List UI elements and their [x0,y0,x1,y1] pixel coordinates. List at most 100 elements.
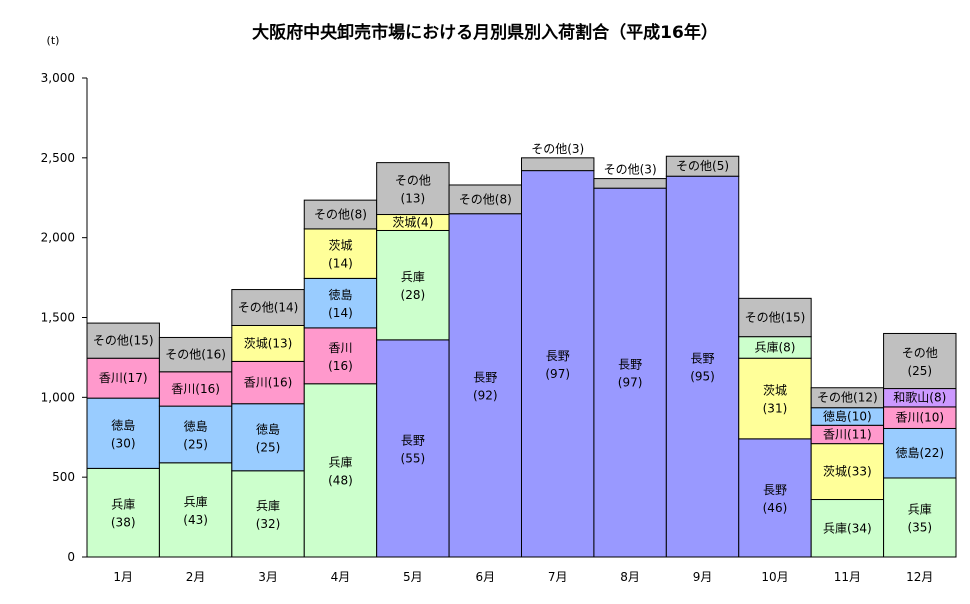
bar-segment [376,339,450,558]
segment-label: 兵庫 [908,502,932,516]
segment-percent: (38) [111,516,136,530]
segment-label: 兵庫(34) [823,521,872,535]
segment-percent: (92) [473,388,498,402]
segment-label: 茨城 [328,239,352,253]
segment-percent: (97) [545,367,570,381]
x-tick-label: 11月 [834,570,861,584]
segment-label: 茨城(33) [823,465,872,479]
x-tick-label: 4月 [331,570,351,584]
y-tick-label: 3,000 [41,71,75,85]
y-tick-label: 500 [52,470,75,484]
bar-segment [665,155,740,177]
segment-percent: (25) [183,437,208,451]
segment-percent: (30) [111,436,136,450]
bar-segment [86,357,160,399]
bar-segment [521,170,595,558]
segment-label: その他(5) [676,159,729,173]
bar-segment [303,199,378,230]
bar-segment [231,470,305,558]
y-axis-unit: (t) [47,34,60,47]
segment-percent: (25) [256,440,281,454]
segment-label: 徳島 [328,287,352,302]
x-tick-label: 1月 [113,570,133,584]
x-tick-label: 2月 [186,570,206,584]
segment-percent: (35) [907,520,932,534]
bar-segment [810,499,885,558]
segment-label: 兵庫 [111,498,135,512]
bar-segment [593,187,667,558]
segment-label: 長野 [618,358,642,372]
segment-label: その他 [902,346,938,360]
segment-percent: (16) [328,359,353,373]
y-tick-label: 2,500 [41,151,75,165]
segment-label: 香川(10) [895,411,944,425]
bar-segment [231,289,305,326]
segment-label: 徳島 [256,421,280,436]
y-tick-label: 2,000 [41,231,75,245]
bar-segment [86,397,160,469]
bar-segment [883,477,957,558]
segment-label: 徳島 [111,417,135,432]
y-tick-label: 1,500 [41,311,75,325]
segment-percent: (14) [328,306,353,320]
bar-segment [303,277,378,329]
segment-label: その他(15) [93,334,154,348]
x-tick-label: 9月 [693,570,713,584]
segment-label: その他(3) [604,163,657,177]
segment-label: 香川(17) [99,371,148,385]
segment-label: 茨城(4) [392,215,433,229]
segment-label: 香川 [328,341,352,355]
segment-label: 和歌山(8) [893,390,946,405]
y-tick-label: 1,000 [41,390,75,404]
bar-segment [665,175,740,558]
segment-label: 香川(11) [823,427,872,441]
segment-label: 長野 [473,370,497,384]
x-tick-label: 7月 [548,570,568,584]
chart-title: 大阪府中央卸売市場における月別県別入荷割合（平成16年） [252,23,718,43]
segment-label: その他(15) [745,311,806,325]
segment-label: 徳島(10) [823,408,872,423]
segment-percent: (48) [328,473,353,487]
segment-label: 徳島(22) [895,445,944,460]
segment-label: その他(8) [459,192,512,206]
bar-segment [303,327,378,385]
segment-percent: (55) [401,451,426,465]
bar-segment [448,184,523,215]
bar-segment [376,229,450,341]
segment-percent: (31) [763,402,788,416]
bar-segment [521,157,595,172]
segment-label: 兵庫 [184,495,208,509]
segment-label: その他(8) [314,208,367,222]
segment-label: その他(14) [238,301,299,315]
segment-percent: (14) [328,257,353,271]
segment-label: 徳島 [184,418,208,433]
bar-segment [738,438,812,558]
bar-segment [158,462,233,558]
segment-label: 兵庫(8) [754,340,795,354]
bar-segment [303,383,378,558]
segment-label: その他(16) [165,348,226,362]
segment-label: 香川(16) [171,382,220,396]
bar-segment [448,213,523,558]
segment-label: 長野 [763,483,787,497]
segment-label: その他 [395,174,431,188]
segment-label: その他(12) [817,391,878,405]
x-tick-label: 6月 [475,570,495,584]
segment-percent: (97) [618,376,643,390]
y-tick-label: 0 [67,550,75,564]
segment-label: 兵庫 [328,455,352,469]
bar-segment [231,324,305,362]
segment-label: 長野 [401,433,425,447]
bar-segment [86,322,160,359]
segment-label: 茨城(13) [244,336,293,350]
x-tick-label: 12月 [906,570,933,584]
x-tick-label: 10月 [761,570,788,584]
segment-percent: (95) [690,370,715,384]
bar-segment [738,357,812,440]
bar-segment [883,427,957,479]
segment-label: その他(3) [531,142,584,156]
segment-percent: (46) [763,501,788,515]
bar-segment [376,162,450,216]
x-tick-label: 8月 [620,570,640,584]
